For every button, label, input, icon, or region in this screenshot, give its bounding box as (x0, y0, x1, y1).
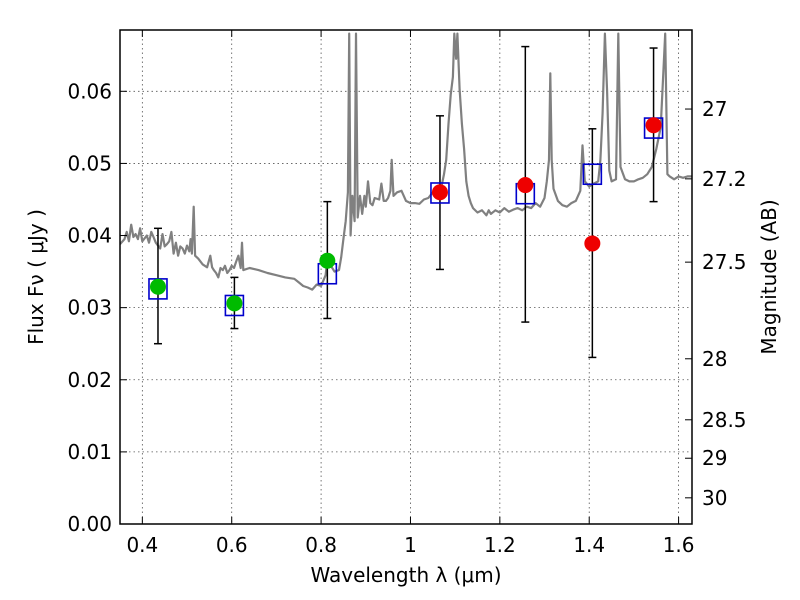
axis-ticks: 0.4 0.6 0.8 1 1.2 1.4 1.6 0.00 0.01 0.02 0.03 0.04 0… (67, 30, 747, 557)
right-tick-label: 27.5 (702, 250, 747, 274)
red-observed-point (584, 235, 601, 252)
x-tick-label: 1.2 (484, 533, 516, 557)
x-tick-label: 1.6 (663, 533, 695, 557)
red-observed-point (431, 184, 448, 201)
right-tick-label: 29 (702, 446, 727, 470)
green-observed-point (149, 278, 166, 295)
red-observed-point (517, 177, 534, 194)
observed-points (149, 117, 662, 312)
y-tick-label: 0.06 (67, 79, 112, 103)
sed-line (120, 32, 692, 291)
y-tick-label: 0.04 (67, 224, 112, 248)
y-tick-label: 0.03 (67, 296, 112, 320)
green-observed-point (319, 252, 336, 269)
y-tick-label: 0.05 (67, 151, 112, 175)
plot-frame (119, 29, 693, 525)
plot-background (120, 30, 692, 524)
x-tick-label: 1.4 (573, 533, 605, 557)
right-tick-label: 28 (702, 347, 727, 371)
right-tick-label: 30 (702, 486, 727, 510)
red-observed-point (645, 117, 662, 134)
right-tick-label: 27.2 (702, 167, 747, 191)
y-tick-label: 0.02 (67, 368, 112, 392)
x-tick-label: 0.8 (305, 533, 337, 557)
x-tick-label: 0.4 (126, 533, 158, 557)
y-tick-label: 0.00 (67, 512, 112, 536)
right-tick-label: 28.5 (702, 408, 747, 432)
sed-curve (120, 32, 692, 291)
right-tick-label: 27 (702, 97, 727, 121)
x-tick-label: 0.6 (216, 533, 248, 557)
green-observed-point (226, 295, 243, 312)
y-axis-title: Flux Fν ( μJy ) (24, 209, 48, 345)
model-flux-box (582, 163, 603, 186)
x-axis-title: Wavelength λ (μm) (310, 563, 501, 587)
y-tick-label: 0.01 (67, 440, 112, 464)
y-right-axis-title: Magnitude (AB) (757, 199, 781, 354)
model-flux-box (430, 182, 450, 204)
x-tick-label: 1 (404, 533, 417, 557)
